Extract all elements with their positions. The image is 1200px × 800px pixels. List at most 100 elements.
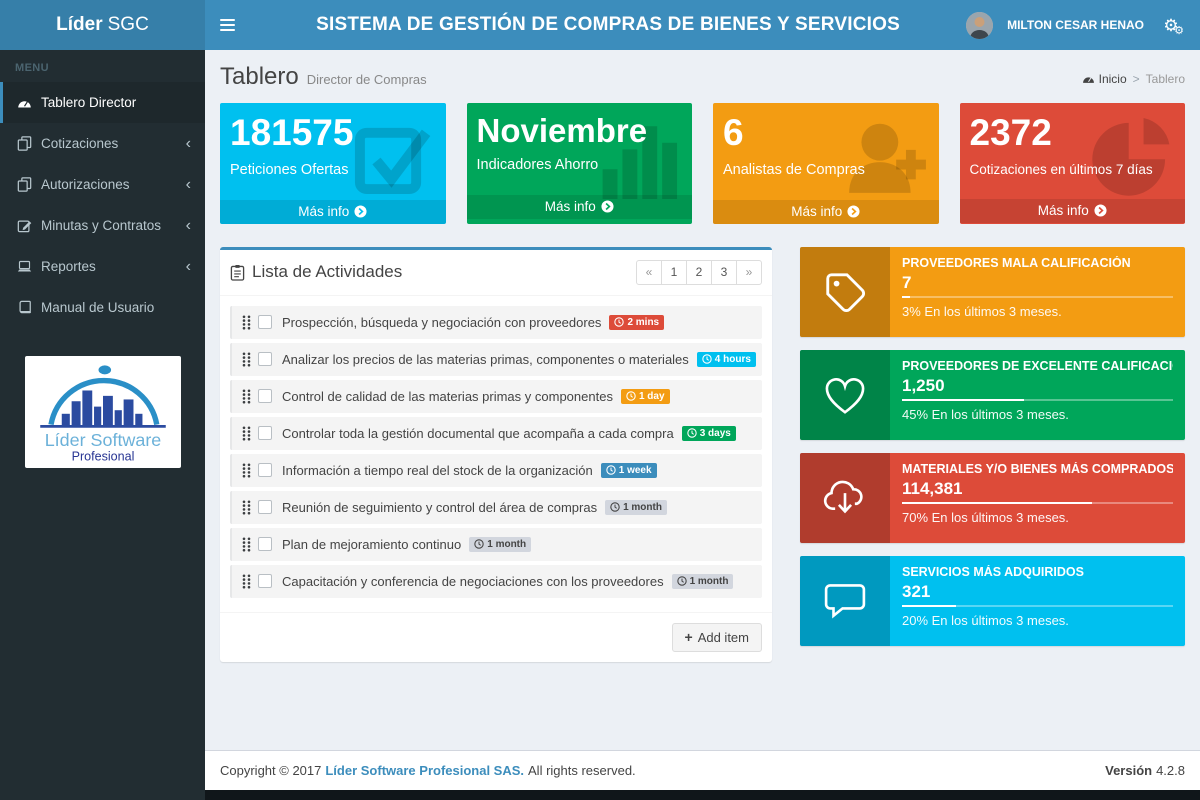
grip-icon[interactable] <box>242 500 251 515</box>
card-analistas-compras: 6 Analistas de Compras Más info <box>713 103 939 224</box>
more-info-link[interactable]: Más info <box>220 199 446 224</box>
todo-checkbox[interactable] <box>258 537 272 552</box>
activities-panel: Lista de Actividades « 1 2 3 » <box>220 246 772 662</box>
stat-description: 45% En los últimos 3 meses. <box>902 406 1069 422</box>
main-area: MENU Tablero Director Cotizaciones ‹ Aut… <box>0 50 1200 800</box>
sidebar-item-tablero-director[interactable]: Tablero Director <box>0 82 205 123</box>
grip-icon[interactable] <box>242 537 251 552</box>
sidebar-toggle-button[interactable] <box>205 0 250 50</box>
grip-icon[interactable] <box>242 463 251 478</box>
grip-icon[interactable] <box>242 574 251 589</box>
progress-bar <box>902 398 1024 401</box>
more-info-link[interactable]: Más info <box>466 195 692 220</box>
laptop-icon <box>17 259 41 274</box>
card-label: Indicadores Ahorro <box>476 157 599 174</box>
footer-company-link[interactable]: Líder Software Profesional SAS. <box>325 763 525 778</box>
navbar: SISTEMA DE GESTIÓN DE COMPRAS DE BIENES … <box>205 0 1200 50</box>
todo-checkbox[interactable] <box>258 500 272 515</box>
progress-track <box>902 501 1173 504</box>
todo-text: Controlar toda la gestión documental que… <box>282 425 674 441</box>
todo-text: Información a tiempo real del stock de l… <box>282 462 593 478</box>
chevron-left-icon: ‹ <box>185 175 191 193</box>
stat-value: 114,381 <box>902 478 963 498</box>
footer-copyright: Copyright © 2017 Líder Software Profesion… <box>220 763 636 778</box>
pie-chart-icon <box>1089 113 1175 204</box>
todo-checkbox[interactable] <box>258 389 272 404</box>
sidebar-item-label: Cotizaciones <box>41 136 119 151</box>
todo-item: Información a tiempo real del stock de l… <box>230 453 762 487</box>
breadcrumb-home-link[interactable]: Inicio <box>1082 72 1127 86</box>
todo-checkbox[interactable] <box>258 426 272 441</box>
todo-checkbox[interactable] <box>258 315 272 330</box>
clock-icon <box>686 428 697 438</box>
todo-item: Analizar los precios de las materias pri… <box>230 342 762 376</box>
chevron-left-icon: ‹ <box>185 216 191 234</box>
bar-chart-icon <box>596 113 682 204</box>
logo-line2: Profesional <box>71 449 134 463</box>
grip-icon[interactable] <box>242 426 251 441</box>
clock-icon <box>606 465 616 475</box>
grip-icon[interactable] <box>242 389 251 404</box>
stat-content: MATERIALES Y/O BIENES MÁS COMPRADOS 114,… <box>890 453 1185 543</box>
add-item-button[interactable]: + Add item <box>671 622 762 652</box>
stats-column: PROVEEDORES MALA CALIFICACIÓN 7 3% En lo… <box>800 246 1185 662</box>
stat-content: SERVICIOS MÁS ADQUIRIDOS 321 20% En los … <box>890 556 1185 646</box>
app-logo[interactable]: Líder SGC <box>0 0 205 50</box>
todo-item: Reunión de seguimiento y control del áre… <box>230 490 762 524</box>
gears-icon[interactable]: ⚙ ⚙ <box>1163 15 1184 37</box>
logo-text-light: SGC <box>107 14 149 35</box>
grip-icon[interactable] <box>242 315 251 330</box>
pagination: « 1 2 3 » <box>636 259 762 285</box>
navbar-right: MILTON CESAR HENAO ⚙ ⚙ <box>966 11 1200 39</box>
todo-text: Reunión de seguimiento y control del áre… <box>282 499 598 515</box>
clock-icon <box>610 502 620 512</box>
content-wrapper: Tablero Director de Compras Inicio Table… <box>205 50 1200 790</box>
todo-text: Capacitación y conferencia de negociacio… <box>282 573 664 589</box>
check-square-icon <box>350 113 436 204</box>
card-value: 6 <box>723 112 744 153</box>
card-label: Analistas de Compras <box>723 161 865 178</box>
sidebar-item-reportes[interactable]: Reportes ‹ <box>0 246 205 287</box>
todo-text: Prospección, búsqueda y negociación con … <box>282 314 602 330</box>
todo-checkbox[interactable] <box>258 352 272 367</box>
sidebar-menu-label: MENU <box>15 62 49 74</box>
sidebar: MENU Tablero Director Cotizaciones ‹ Aut… <box>0 50 205 800</box>
more-info-link[interactable]: Más info <box>959 198 1185 223</box>
sidebar-item-cotizaciones[interactable]: Cotizaciones ‹ <box>0 123 205 164</box>
pagination-page-2[interactable]: 2 <box>686 259 712 285</box>
breadcrumb: Inicio Tablero <box>1082 72 1185 86</box>
card-value: 2372 <box>969 112 1052 153</box>
todo-checkbox[interactable] <box>258 574 272 589</box>
todo-badge: 1 month <box>469 536 532 552</box>
pagination-next[interactable]: » <box>736 259 762 285</box>
pagination-prev[interactable]: « <box>636 259 662 285</box>
todo-text: Analizar los precios de las materias pri… <box>282 351 689 367</box>
todo-badge: 1 day <box>620 388 670 404</box>
sidebar-item-minutas-contratos[interactable]: Minutas y Contratos ‹ <box>0 205 205 246</box>
page-footer: Copyright © 2017 Líder Software Profesion… <box>205 750 1200 790</box>
sidebar-item-manual-usuario[interactable]: Manual de Usuario <box>0 287 205 328</box>
summary-cards-row: 181575 Peticiones Ofertas Más info Noviem… <box>220 103 1185 224</box>
todo-checkbox[interactable] <box>258 463 272 478</box>
todo-item: Control de calidad de las materias prima… <box>230 379 762 413</box>
logo-text-bold: Líder <box>56 14 103 35</box>
stat-servicios-adquiridos: SERVICIOS MÁS ADQUIRIDOS 321 20% En los … <box>800 555 1185 646</box>
dashboard-icon <box>17 95 41 110</box>
more-info-link[interactable]: Más info <box>713 199 939 224</box>
grip-icon[interactable] <box>242 352 251 367</box>
arrow-circle-icon <box>1094 204 1107 217</box>
user-name[interactable]: MILTON CESAR HENAO <box>1007 18 1144 32</box>
stat-description: 70% En los últimos 3 meses. <box>902 509 1069 525</box>
breadcrumb-separator <box>1133 72 1140 86</box>
sidebar-item-autorizaciones[interactable]: Autorizaciones ‹ <box>0 164 205 205</box>
pagination-page-3[interactable]: 3 <box>711 259 737 285</box>
card-value: 181575 <box>230 112 354 153</box>
stat-proveedores-excelente: PROVEEDORES DE EXCELENTE CALIFICACIÓN 1,… <box>800 349 1185 440</box>
sidebar-item-label: Reportes <box>41 259 96 274</box>
content: 181575 Peticiones Ofertas Más info Noviem… <box>205 101 1200 750</box>
card-indicadores-ahorro: Noviembre Indicadores Ahorro Más info <box>466 103 692 224</box>
todo-badge: 2 mins <box>609 314 665 330</box>
pagination-page-1[interactable]: 1 <box>661 259 687 285</box>
user-avatar[interactable] <box>966 11 994 39</box>
